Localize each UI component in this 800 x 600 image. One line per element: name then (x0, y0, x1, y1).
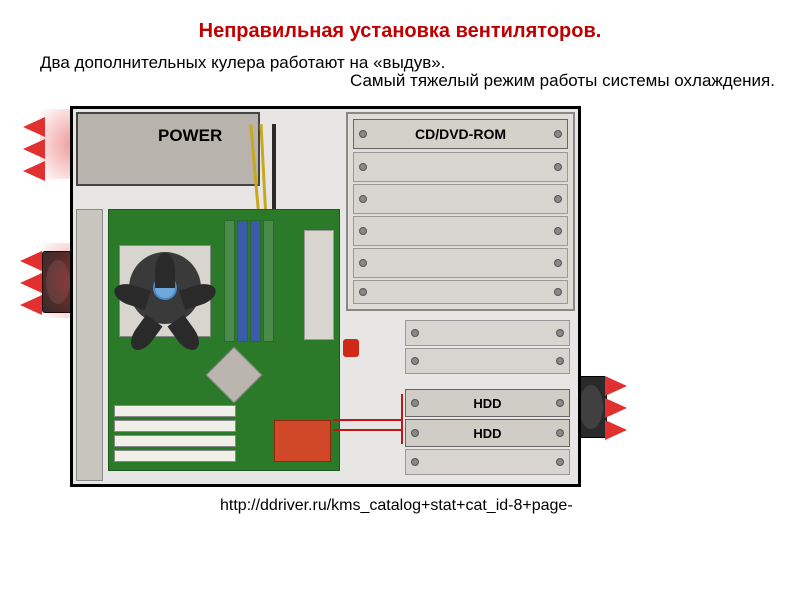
empty-35-slot-3 (405, 449, 570, 475)
empty-525-slot-3 (353, 216, 568, 246)
subtitle-1: Два дополнительных кулера работают на «в… (40, 53, 780, 73)
ram-slot-4 (263, 220, 274, 342)
sata-ports (274, 420, 331, 462)
io-shield (304, 230, 334, 340)
empty-35-slot-1 (405, 320, 570, 346)
pci-slot-1 (114, 405, 236, 417)
empty-525-slot-5 (353, 280, 568, 304)
subtitle-2: Самый тяжелый режим работы системы охлаж… (350, 71, 780, 91)
arrow-psu-2 (23, 139, 45, 159)
pc-case: POWER CD/DVD-ROM (70, 106, 581, 487)
sata-connector (343, 339, 359, 357)
psu-label: POWER (158, 126, 222, 146)
optical-drive: CD/DVD-ROM (353, 119, 568, 149)
source-url: http://ddriver.ru/kms_catalog+stat+cat_i… (220, 497, 780, 515)
arrow-front-2 (605, 398, 627, 418)
arrow-front-3 (605, 420, 627, 440)
pci-slot-4 (114, 450, 236, 462)
empty-525-slot-2 (353, 184, 568, 214)
sata-cable-2 (333, 429, 403, 431)
hdd1-label: HDD (473, 396, 501, 411)
arrow-rear-1 (20, 251, 42, 271)
cd-label: CD/DVD-ROM (415, 126, 506, 142)
hdd2-label: HDD (473, 426, 501, 441)
ram-slot-3 (250, 220, 261, 342)
arrow-psu-1 (23, 117, 45, 137)
empty-525-slot-1 (353, 152, 568, 182)
hdd-2: HDD (405, 419, 570, 447)
pci-slot-3 (114, 435, 236, 447)
arrow-rear-3 (20, 295, 42, 315)
empty-525-slot-4 (353, 248, 568, 278)
rear-io-panel (76, 209, 103, 481)
ram-slot-2 (237, 220, 248, 342)
arrow-psu-3 (23, 161, 45, 181)
lower-drive-cage: HDD HDD (400, 317, 575, 482)
northbridge (206, 347, 263, 404)
arrow-front-1 (605, 376, 627, 396)
upper-drive-cage: CD/DVD-ROM (346, 112, 575, 311)
power-supply: POWER (76, 112, 260, 186)
cpu-fan (129, 252, 201, 324)
arrow-rear-2 (20, 273, 42, 293)
motherboard (108, 209, 340, 471)
ram-slot-1 (224, 220, 235, 342)
sata-cable-3 (401, 394, 403, 444)
page-title: Неправильная установка вентиляторов. (20, 20, 780, 43)
diagram-container: POWER CD/DVD-ROM (20, 101, 610, 491)
empty-35-slot-2 (405, 348, 570, 374)
hdd-1: HDD (405, 389, 570, 417)
pci-slot-2 (114, 420, 236, 432)
sata-cable-1 (333, 419, 403, 421)
